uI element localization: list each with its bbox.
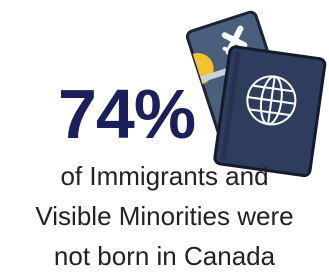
caption-line: Visible Minorities were (0, 196, 329, 236)
page: {"stat": "74%", "caption": ["of Immigran… (0, 0, 329, 273)
stat: 74% (58, 74, 195, 154)
caption-line: of Immigrants and (0, 156, 329, 196)
caption: of Immigrants and Visible Minorities wer… (0, 156, 329, 276)
caption-line: not born in Canada (0, 236, 329, 276)
